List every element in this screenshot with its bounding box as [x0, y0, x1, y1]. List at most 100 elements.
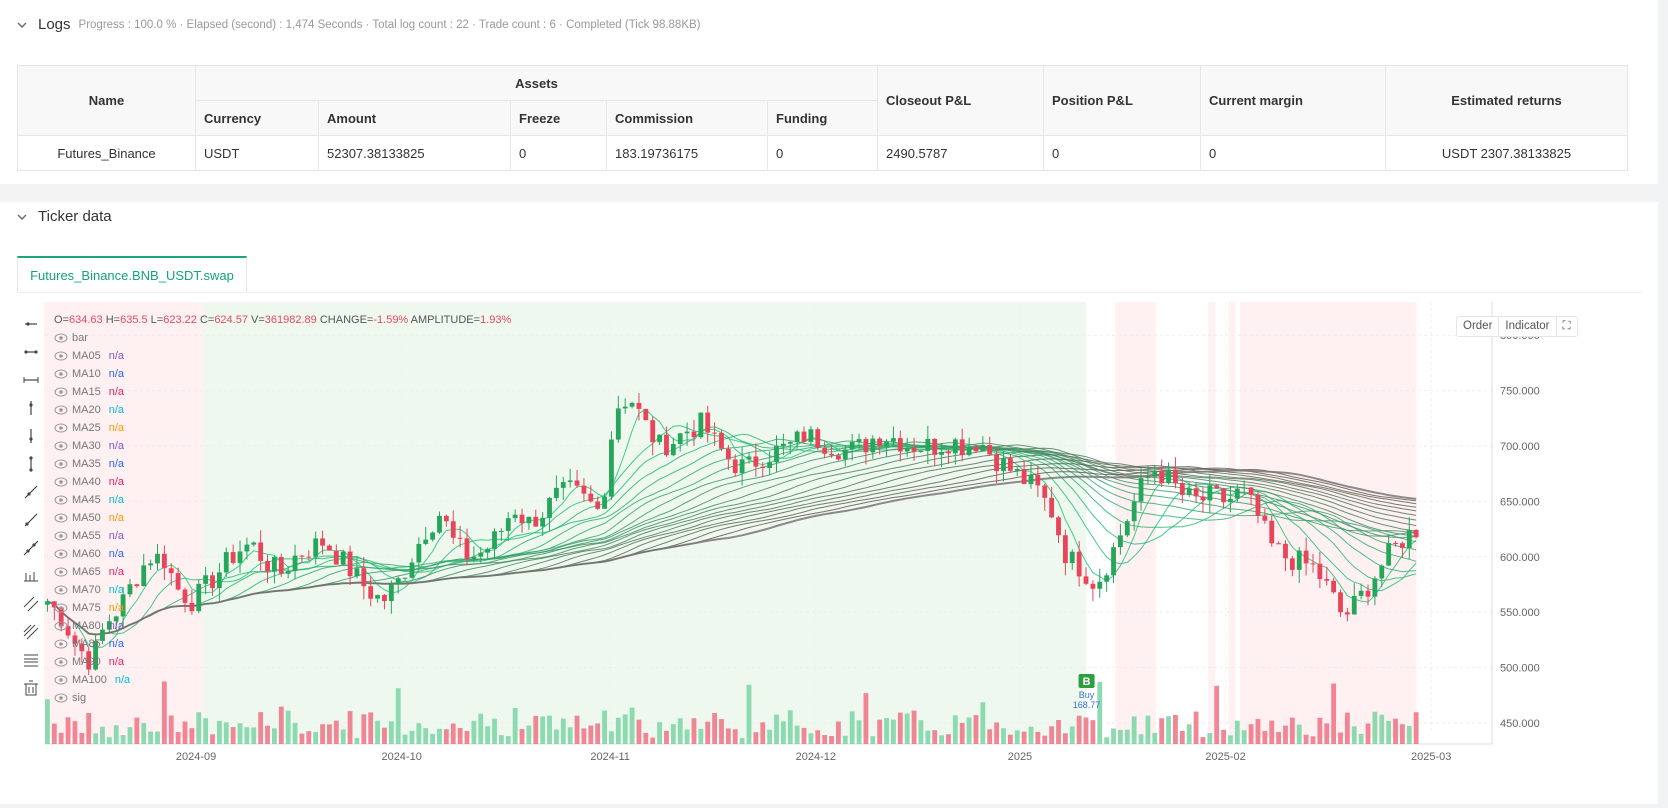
- parallel-channel-tool-icon[interactable]: [18, 590, 44, 618]
- volume-bar: [574, 715, 580, 744]
- legend-item[interactable]: MA30 n/a: [54, 437, 511, 455]
- multi-line-tool-icon[interactable]: [18, 618, 44, 646]
- eye-icon[interactable]: [54, 639, 68, 649]
- vertical-line-tool-icon[interactable]: [18, 394, 44, 422]
- legend-item[interactable]: MA40 n/a: [54, 473, 511, 491]
- candle-body: [1331, 580, 1337, 593]
- trend-line-tool-icon[interactable]: [18, 478, 44, 506]
- price-channel-tool-icon[interactable]: [18, 562, 44, 590]
- eye-icon[interactable]: [54, 603, 68, 613]
- legend-value: n/a: [108, 494, 125, 506]
- eye-icon[interactable]: [54, 513, 68, 523]
- x-tick-label: 2025-02: [1205, 751, 1245, 763]
- candlestick-chart[interactable]: 800.000750.000700.000650.000600.000550.0…: [44, 302, 1604, 802]
- ticker-header[interactable]: Ticker data: [16, 208, 112, 225]
- legend-name: MA60: [72, 548, 101, 560]
- buy-marker-label: Buy: [1079, 690, 1095, 700]
- indicator-button[interactable]: Indicator: [1499, 317, 1557, 336]
- eye-icon[interactable]: [54, 333, 68, 343]
- legend-item[interactable]: MA70 n/a: [54, 581, 511, 599]
- chevron-down-icon[interactable]: [16, 19, 28, 31]
- vertical-ray-tool-icon[interactable]: [18, 422, 44, 450]
- legend-item[interactable]: MA50 n/a: [54, 509, 511, 527]
- eye-icon[interactable]: [54, 405, 68, 415]
- eye-icon[interactable]: [54, 423, 68, 433]
- legend-item[interactable]: MA80 n/a: [54, 617, 511, 635]
- trash-icon[interactable]: [18, 674, 44, 702]
- eye-icon[interactable]: [54, 369, 68, 379]
- eye-icon[interactable]: [54, 567, 68, 577]
- tab-bnb-usdt-swap[interactable]: Futures_Binance.BNB_USDT.swap: [17, 256, 247, 292]
- eye-icon[interactable]: [54, 495, 68, 505]
- eye-icon[interactable]: [54, 585, 68, 595]
- ray-line-tool-icon[interactable]: [18, 506, 44, 534]
- volume-bar: [1406, 725, 1412, 744]
- legend-name: MA75: [72, 602, 101, 614]
- volume-bar: [705, 721, 711, 744]
- eye-icon[interactable]: [54, 657, 68, 667]
- horizontal-line-tool-icon[interactable]: [18, 366, 44, 394]
- legend-item[interactable]: MA90 n/a: [54, 653, 511, 671]
- legend-name: MA45: [72, 494, 101, 506]
- eye-icon[interactable]: [54, 693, 68, 703]
- candle-body: [313, 538, 319, 557]
- eye-icon[interactable]: [54, 459, 68, 469]
- extended-line-tool-icon[interactable]: [18, 534, 44, 562]
- candle-body: [237, 551, 243, 563]
- volume-bar: [698, 728, 704, 744]
- legend-item[interactable]: MA100 n/a: [54, 671, 511, 689]
- horizontal-ray-tool-icon[interactable]: [18, 310, 44, 338]
- legend-item[interactable]: MA65 n/a: [54, 563, 511, 581]
- eye-icon[interactable]: [54, 675, 68, 685]
- volume-bar: [959, 723, 965, 744]
- legend-item[interactable]: MA55 n/a: [54, 527, 511, 545]
- candle-body: [216, 572, 222, 589]
- vertical-segment-tool-icon[interactable]: [18, 450, 44, 478]
- legend-name: MA10: [72, 368, 101, 380]
- eye-icon[interactable]: [54, 441, 68, 451]
- horizontal-segment-tool-icon[interactable]: [18, 338, 44, 366]
- moving-average-line: [46, 469, 1417, 636]
- legend-item[interactable]: MA35 n/a: [54, 455, 511, 473]
- volume-bar: [1386, 720, 1392, 744]
- eye-icon[interactable]: [54, 621, 68, 631]
- legend-item[interactable]: sig: [54, 689, 511, 707]
- candle-body: [354, 568, 360, 577]
- fullscreen-icon[interactable]: ⛶: [1562, 320, 1571, 332]
- chevron-down-icon[interactable]: [16, 211, 28, 223]
- legend-item[interactable]: MA75 n/a: [54, 599, 511, 617]
- tab-divider: [17, 292, 1641, 293]
- legend-item[interactable]: MA05 n/a: [54, 347, 511, 365]
- legend-item[interactable]: MA15 n/a: [54, 383, 511, 401]
- eye-icon[interactable]: [54, 351, 68, 361]
- candle-body: [973, 446, 979, 452]
- volume-bar: [739, 737, 745, 744]
- candle-body: [581, 485, 587, 494]
- volume-bar: [395, 688, 401, 744]
- legend-item[interactable]: MA60 n/a: [54, 545, 511, 563]
- volume-bar: [554, 729, 559, 744]
- legend-item[interactable]: MA10 n/a: [54, 365, 511, 383]
- eye-icon[interactable]: [54, 387, 68, 397]
- candle-body: [450, 521, 456, 538]
- legend-item[interactable]: MA85 n/a: [54, 635, 511, 653]
- candle-body: [712, 432, 718, 434]
- candle-body: [877, 438, 883, 447]
- legend-item[interactable]: MA20 n/a: [54, 401, 511, 419]
- eye-icon[interactable]: [54, 477, 68, 487]
- volume-bar: [1166, 716, 1171, 744]
- eye-icon[interactable]: [54, 531, 68, 541]
- eye-icon[interactable]: [54, 549, 68, 559]
- volume-bar: [1221, 729, 1226, 744]
- volume-bar: [1056, 720, 1061, 744]
- legend-item[interactable]: bar: [54, 329, 511, 347]
- logs-header[interactable]: Logs Progress : 100.0 % · Elapsed (secon…: [16, 16, 701, 33]
- fibonacci-tool-icon[interactable]: [18, 646, 44, 674]
- order-button[interactable]: Order: [1457, 317, 1500, 336]
- legend-item[interactable]: MA45 n/a: [54, 491, 511, 509]
- volume-bar: [1310, 736, 1316, 744]
- candle-body: [423, 539, 429, 544]
- legend-item[interactable]: MA25 n/a: [54, 419, 511, 437]
- regime-band: [44, 302, 204, 738]
- moving-average-line: [47, 438, 1417, 636]
